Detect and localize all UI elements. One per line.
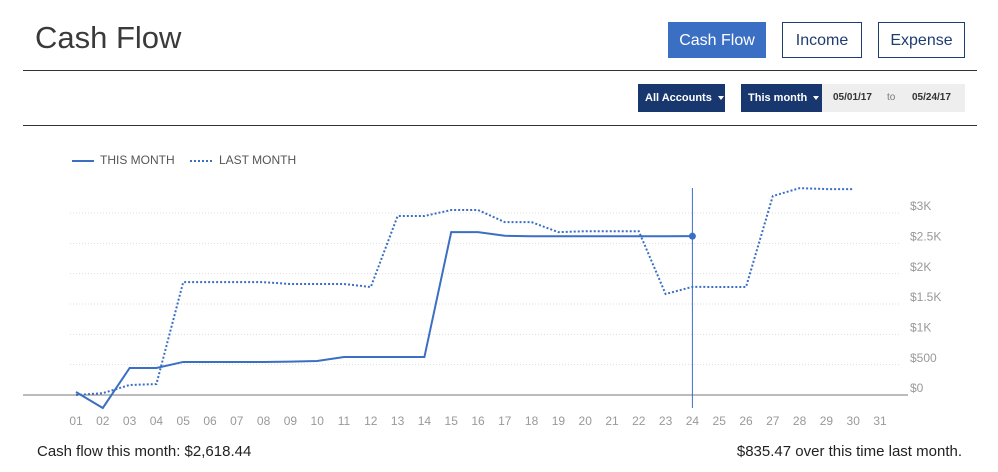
series-line xyxy=(75,187,854,397)
date-sep: to xyxy=(887,92,896,103)
x-tick-label: 31 xyxy=(873,414,887,428)
x-tick-label: 08 xyxy=(257,414,271,428)
x-tick-label: 18 xyxy=(525,414,539,428)
tab-income[interactable]: Income xyxy=(782,22,862,58)
x-tick-label: 11 xyxy=(338,414,351,428)
cursor-dot xyxy=(688,232,696,240)
x-tick-label: 27 xyxy=(766,414,780,428)
x-tick-label: 17 xyxy=(498,414,512,428)
series-line xyxy=(75,231,693,410)
x-tick-label: 05 xyxy=(177,414,191,428)
x-tick-label: 28 xyxy=(793,414,807,428)
x-tick-label: 02 xyxy=(96,414,110,428)
y-tick-label: $0 xyxy=(910,381,924,395)
tab-expense[interactable]: Expense xyxy=(878,22,965,58)
chart: $0 $500 $1K $1.5K $2K $2.5K $3K 01 02 03 04 05 06 07 0… xyxy=(23,153,941,428)
x-tick-label: 03 xyxy=(123,414,137,428)
legend-label: THIS MONTH xyxy=(100,153,175,167)
x-tick-label: 23 xyxy=(659,414,673,428)
accounts-dropdown[interactable]: All Accounts xyxy=(638,84,725,112)
x-tick-label: 29 xyxy=(820,414,834,428)
x-tick-label: 21 xyxy=(605,414,619,428)
period-dropdown[interactable]: This month xyxy=(741,84,822,112)
x-tick-label: 22 xyxy=(632,414,646,428)
x-tick-label: 06 xyxy=(203,414,217,428)
x-tick-label: 09 xyxy=(284,414,298,428)
x-tick-label: 25 xyxy=(713,414,727,428)
x-tick-label: 15 xyxy=(445,414,459,428)
divider xyxy=(23,125,977,126)
x-tick-label: 26 xyxy=(739,414,753,428)
y-tick-label: $1K xyxy=(910,321,931,335)
x-tick-label: 12 xyxy=(364,414,378,428)
y-tick-label: $2K xyxy=(910,260,931,274)
summary: Cash flow this month: $2,618.44 xyxy=(37,443,252,460)
x-tick-label: 07 xyxy=(230,414,244,428)
x-tick-label: 01 xyxy=(69,414,83,428)
x-tick-label: 16 xyxy=(471,414,485,428)
y-tick-label: $500 xyxy=(910,351,937,365)
accounts-label: All Accounts xyxy=(645,92,712,104)
date-to: 05/24/17 xyxy=(912,92,951,103)
comparison: $835.47 over this time last month. xyxy=(736,443,962,460)
y-tick-label: $3K xyxy=(910,199,931,213)
y-tick-label: $1.5K xyxy=(910,290,941,304)
period-label: This month xyxy=(748,92,808,104)
date-range[interactable]: 05/01/17 to 05/24/17 xyxy=(822,84,965,112)
x-tick-label: 24 xyxy=(686,414,700,428)
x-tick-label: 10 xyxy=(311,414,325,428)
y-tick-label: $2.5K xyxy=(910,230,941,244)
x-tick-label: 14 xyxy=(418,414,432,428)
x-tick-label: 13 xyxy=(391,414,405,428)
x-tick-label: 20 xyxy=(579,414,593,428)
x-tick-label: 04 xyxy=(150,414,164,428)
date-from: 05/01/17 xyxy=(833,92,872,103)
page-title: Cash Flow xyxy=(35,20,182,55)
legend-label: LAST MONTH xyxy=(219,153,296,167)
divider xyxy=(23,70,977,71)
x-tick-label: 19 xyxy=(552,414,566,428)
tab-cash-flow[interactable]: Cash Flow xyxy=(668,22,766,58)
x-tick-label: 30 xyxy=(847,414,861,428)
